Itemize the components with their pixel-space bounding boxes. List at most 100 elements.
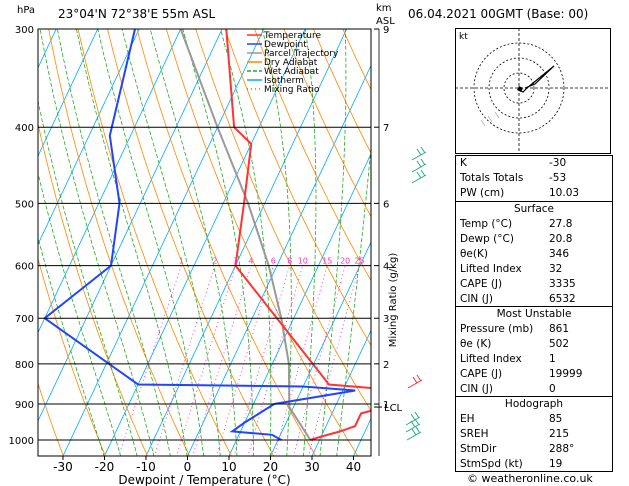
dry-adiabat-line [224, 29, 371, 347]
hodograph-row: StmSpd (kt) 19 [460, 458, 563, 470]
hodograph-row: StmDir 288° [460, 443, 575, 455]
temperature-line [225, 29, 371, 441]
isotherm-line [228, 152, 371, 456]
pressure-tick-label: 900 [15, 400, 34, 411]
mixing-ratio-line [247, 265, 304, 456]
surface-table: Surface Temp (°C) 27.8 Dewp (°C) 20.8 θe(K… [455, 201, 613, 307]
dry-adiabat-line [312, 29, 371, 154]
wet-adiabat-line [56, 29, 171, 456]
mixing-ratio-line [273, 265, 328, 456]
dry-adiabat-line [0, 5, 22, 456]
hodograph: kt [455, 28, 611, 154]
wind-barb-icon [411, 146, 427, 161]
most-unstable-row: Pressure (mb) 861 [460, 323, 570, 335]
wet-adiabat-line [97, 29, 205, 456]
legend-item: Isotherm [264, 76, 304, 86]
wet-adiabat-line [319, 29, 347, 456]
surface-row: Temp (°C) 27.8 [460, 218, 573, 230]
wet-adiabat-line [38, 235, 105, 456]
mixing-ratio-label: 25 [354, 257, 364, 266]
isotherm-line [62, 29, 265, 456]
index-row: Totals Totals -53 [460, 172, 567, 184]
isotherm-line [38, 29, 140, 246]
surface-row: CIN (J) 6532 [460, 293, 576, 305]
surface-row: Lifted Index 32 [460, 263, 563, 275]
hodograph-watermark-icon [480, 111, 500, 127]
wet-adiabat-line [121, 29, 221, 456]
isotherm-line [145, 29, 348, 456]
pressure-tick-label: 600 [15, 262, 34, 273]
isotherm-line [38, 29, 99, 157]
x-tick-label: 20 [263, 460, 278, 474]
wet-adiabat-line [39, 29, 155, 456]
hodograph-row: EH 85 [460, 413, 563, 425]
index-row: PW (cm) 10.03 [460, 187, 580, 199]
isotherm-line [270, 241, 371, 456]
wet-adiabat-line [149, 29, 238, 456]
legend-item: Dry Adiabat [264, 58, 318, 68]
km-tick-label: 2 [383, 360, 389, 371]
surface-row: Dewp (°C) 20.8 [460, 233, 573, 245]
isotherm-line [104, 29, 306, 456]
isotherm-line [311, 329, 371, 456]
mixing-ratio-line [176, 265, 237, 456]
x-tick-label: 10 [221, 460, 236, 474]
hodograph-storm-marker [517, 86, 523, 92]
isotherm-line [38, 29, 223, 422]
most-unstable-row: θe (K) 502 [460, 338, 570, 350]
km-tick-label: 6 [383, 199, 389, 210]
wind-barb-icon [411, 169, 427, 184]
mixing-ratio-axis-title: Mixing Ratio (g/kg) [388, 253, 399, 348]
wet-adiabat-line [303, 29, 317, 456]
x-tick-label: 40 [346, 460, 361, 474]
wet-adiabat-line [261, 29, 292, 456]
pressure-tick-label: 1000 [9, 436, 34, 447]
pressure-tick-label: 500 [15, 199, 34, 210]
wind-barb-icon [411, 158, 427, 173]
dry-adiabat-line [38, 382, 64, 456]
km-tick-label: 1 [383, 400, 389, 411]
hodograph-frame [455, 28, 611, 154]
legend-item: Mixing Ratio [264, 85, 320, 95]
isotherm-line [0, 5, 26, 456]
hodograph-row: SREH 215 [460, 428, 570, 440]
dry-adiabat-line [254, 29, 371, 282]
km-tick-label: 9 [383, 25, 389, 36]
wet-adiabat-line [75, 29, 188, 456]
pressure-tick-label: 700 [15, 314, 34, 325]
wet-adiabat-line [182, 29, 255, 456]
km-tick-label: 4 [383, 262, 389, 273]
x-tick-label: 30 [304, 460, 319, 474]
parcel-trajectory-line [179, 29, 312, 441]
dry-adiabat-line [38, 257, 106, 456]
location-title: 23°04'N 72°38'E 55m ASL [58, 7, 216, 21]
mixing-ratio-label: 20 [340, 257, 350, 266]
mixing-ratio-label: 1 [179, 257, 184, 266]
surface-row: θe(K) 346 [460, 248, 570, 260]
x-tick-label: -30 [53, 460, 73, 474]
km-unit-label: km [376, 3, 392, 14]
dry-adiabat-line [621, 5, 629, 456]
most-unstable-row: Lifted Index 1 [460, 353, 556, 365]
wind-barb-icon [407, 374, 423, 389]
mixing-ratio-label: 10 [298, 257, 308, 266]
most-unstable-row: CIN (J) 0 [460, 383, 556, 395]
mixing-ratio-label: 2 [212, 257, 217, 266]
x-tick-label: -20 [95, 460, 115, 474]
plot-frame [37, 28, 372, 457]
wet-adiabat-line [38, 171, 122, 456]
x-tick-label: 0 [184, 460, 192, 474]
surface-row: CAPE (J) 3335 [460, 278, 576, 290]
most-unstable-row: CAPE (J) 19999 [460, 368, 583, 380]
legend-item: Parcel Trajectory [264, 49, 339, 59]
dry-adiabat-line [195, 29, 371, 412]
mixing-ratio-label: 15 [322, 257, 332, 266]
legend-item: Wet Adiabat [264, 67, 319, 77]
dry-adiabat-line [107, 29, 275, 456]
km-tick-label: 3 [383, 314, 389, 325]
wind-barb-icon [405, 411, 421, 426]
wind-barb-icon [406, 426, 422, 441]
x-axis-title: Dewpoint / Temperature (°C) [118, 473, 290, 486]
hodograph-kt-label: kt [459, 32, 468, 42]
